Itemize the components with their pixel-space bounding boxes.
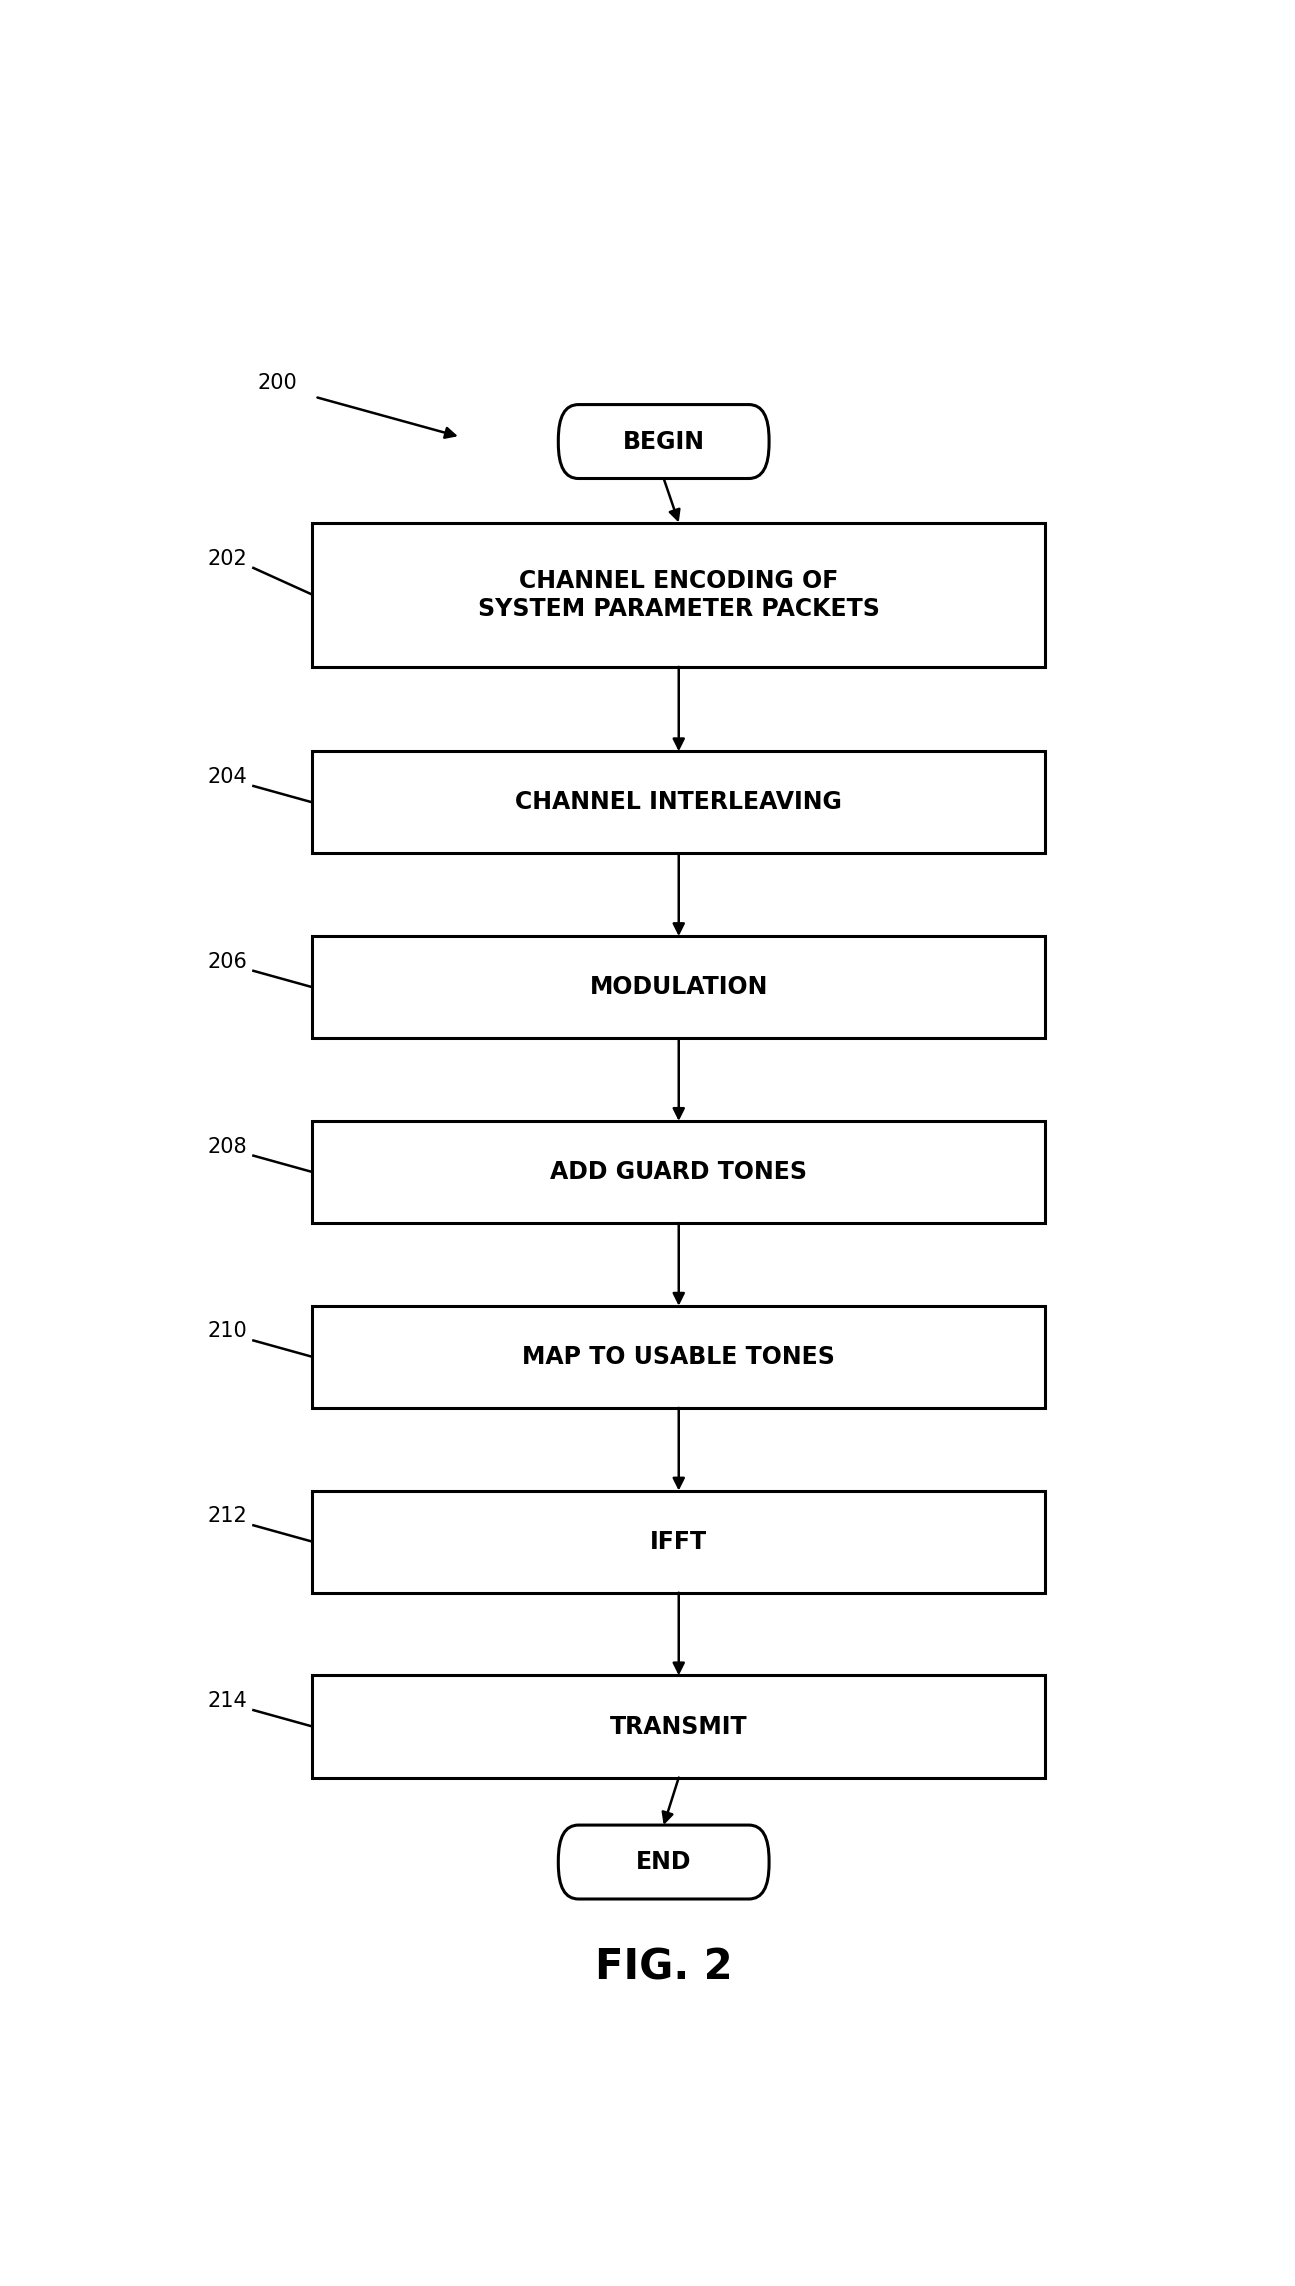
- Text: 214: 214: [207, 1692, 247, 1710]
- Text: 204: 204: [207, 766, 247, 786]
- FancyBboxPatch shape: [312, 1490, 1045, 1593]
- Text: BEGIN: BEGIN: [623, 430, 704, 453]
- Text: CHANNEL ENCODING OF
SYSTEM PARAMETER PACKETS: CHANNEL ENCODING OF SYSTEM PARAMETER PAC…: [478, 569, 879, 620]
- Text: ADD GUARD TONES: ADD GUARD TONES: [550, 1159, 807, 1184]
- FancyBboxPatch shape: [312, 523, 1045, 668]
- FancyBboxPatch shape: [312, 752, 1045, 853]
- FancyBboxPatch shape: [312, 1305, 1045, 1408]
- Text: 210: 210: [207, 1321, 247, 1342]
- Text: MODULATION: MODULATION: [589, 976, 768, 999]
- Text: 202: 202: [207, 549, 247, 569]
- Text: 208: 208: [207, 1136, 247, 1157]
- FancyBboxPatch shape: [558, 1824, 769, 1900]
- Text: 212: 212: [207, 1506, 247, 1527]
- Text: FIG. 2: FIG. 2: [594, 1948, 733, 1989]
- Text: 200: 200: [258, 373, 297, 393]
- FancyBboxPatch shape: [312, 937, 1045, 1038]
- FancyBboxPatch shape: [312, 1676, 1045, 1779]
- Text: IFFT: IFFT: [650, 1529, 707, 1554]
- FancyBboxPatch shape: [558, 405, 769, 478]
- Text: CHANNEL INTERLEAVING: CHANNEL INTERLEAVING: [515, 791, 842, 814]
- Text: END: END: [636, 1849, 692, 1875]
- Text: TRANSMIT: TRANSMIT: [610, 1714, 747, 1737]
- Text: MAP TO USABLE TONES: MAP TO USABLE TONES: [522, 1344, 835, 1369]
- FancyBboxPatch shape: [312, 1120, 1045, 1223]
- Text: 206: 206: [207, 951, 247, 972]
